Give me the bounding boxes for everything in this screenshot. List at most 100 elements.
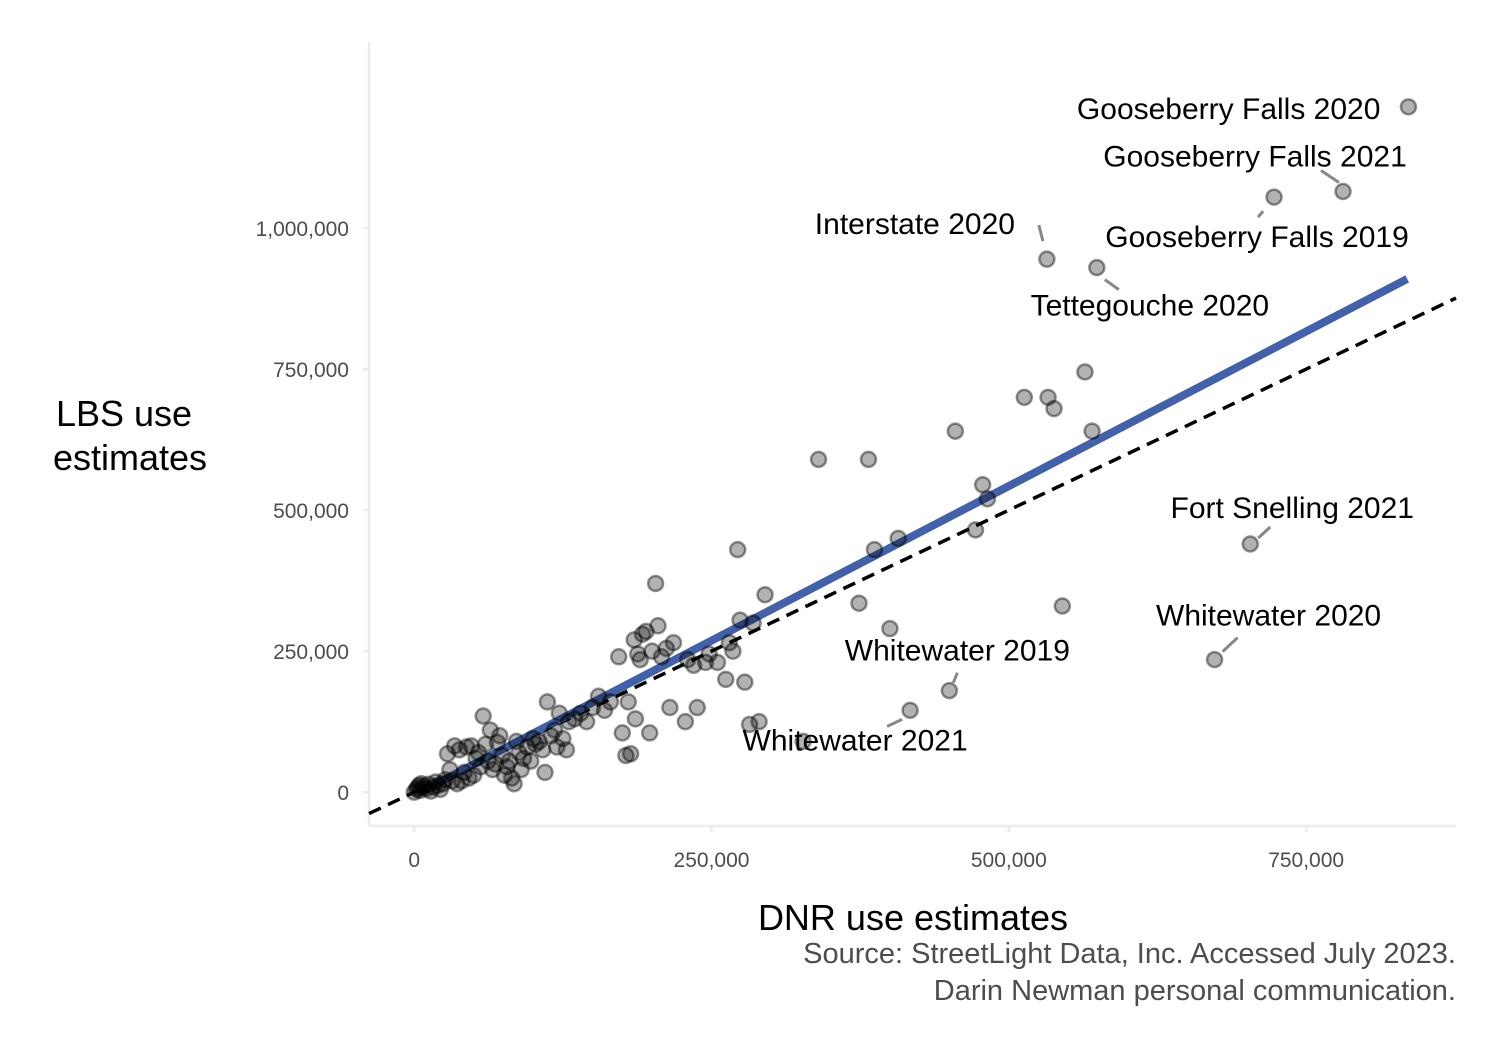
data-point [557,741,576,759]
data-point [613,724,632,742]
data-point [405,783,423,801]
data-point [486,755,504,773]
data-point [411,781,429,800]
data-point [467,749,485,768]
data-point [577,712,596,731]
label-segment [951,672,959,684]
data-point [859,450,878,469]
data-point [433,774,452,793]
data-point [865,540,884,559]
data-point [542,727,560,745]
data-point [479,752,497,770]
data-point [649,617,667,635]
data-point [744,614,762,632]
data-point [643,642,661,660]
data-point [794,732,812,751]
point-label: Gooseberry Falls 2019 [1105,221,1409,254]
data-point [436,770,454,789]
label-segment [886,718,903,728]
data-point [750,712,768,731]
data-point [629,645,647,663]
data-point [631,650,649,669]
data-point [424,778,442,796]
point-label: Whitewater 2021 [743,724,968,757]
data-point [595,701,614,720]
data-point [1205,650,1224,669]
data-point [946,422,965,440]
data-point [507,732,526,751]
data-point [720,633,739,652]
point-label: Whitewater 2019 [845,635,1070,668]
data-point [728,540,747,559]
data-point [688,698,706,717]
data-point [414,777,433,796]
y-tick-label: 500,000 [273,500,349,523]
label-segment [1257,525,1272,540]
data-point [538,693,557,711]
label-segment [1037,224,1045,242]
data-point [514,749,533,768]
data-point [474,707,492,725]
regression-line [418,275,1410,796]
data-point [850,594,868,612]
caption-line-1: Source: StreetLight Data, Inc. Accessed … [803,938,1456,970]
data-point [488,733,507,752]
label-segment [1221,636,1239,653]
data-point [640,724,659,742]
data-point [431,780,450,799]
data-point [678,650,697,669]
data-point [536,763,554,782]
caption-line-2: Darin Newman personal communication. [934,975,1456,1007]
data-point [409,778,427,797]
data-point [966,521,985,539]
data-point [583,698,602,717]
data-point [881,619,899,638]
point-label: Tettegouche 2020 [1031,290,1270,323]
data-point [493,746,511,765]
data-point [469,743,488,762]
data-point [550,704,569,722]
data-point [589,687,608,706]
data-point [1015,388,1034,407]
data-point [505,774,523,793]
y-tick-label: 0 [337,782,349,805]
data-point [571,704,590,722]
data-point [545,721,564,739]
data-point [560,712,578,731]
data-point [621,745,640,763]
y-axis-title-line-2: estimates [53,437,207,478]
data-point [460,769,478,787]
label-segment [1320,169,1340,184]
label-segment [1256,210,1265,219]
data-point [601,693,620,711]
y-tick-label: 250,000 [273,641,349,664]
data-point [626,710,645,728]
data-point [978,490,997,508]
data-point [661,698,679,717]
data-point [657,639,676,658]
data-point [407,780,426,799]
data-point [1083,422,1101,440]
point-label: Fort Snelling 2021 [1171,492,1415,525]
data-point [472,758,490,776]
point-label: Gooseberry Falls 2021 [1103,140,1407,173]
data-point [410,776,428,795]
data-point [518,738,536,756]
data-point [684,656,703,675]
data-point [453,772,471,790]
data-point [412,774,431,793]
point-label: Gooseberry Falls 2020 [1077,93,1381,126]
data-point [510,743,528,762]
data-point [633,625,652,643]
reference-lines [368,275,1457,816]
data-point [1039,388,1057,407]
data-point [740,715,759,734]
data-point [756,585,774,604]
data-point [476,735,495,753]
data-point [422,782,440,800]
data-point [524,729,542,748]
data-point [1399,98,1418,116]
data-point [464,766,483,784]
y-axis-title-line-1: LBS use [56,393,192,434]
